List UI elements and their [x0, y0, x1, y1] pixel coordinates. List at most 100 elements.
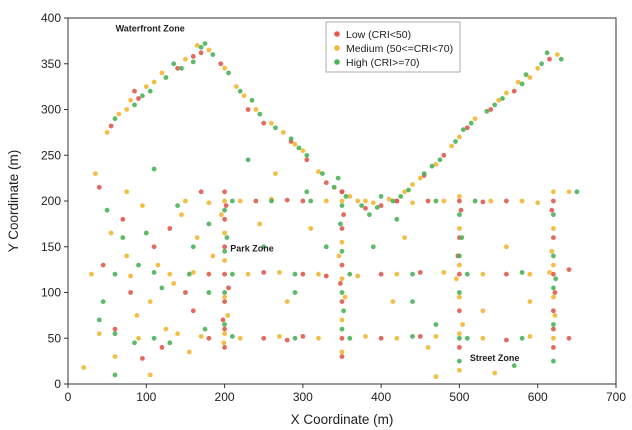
- data-point-low: [551, 271, 556, 277]
- data-point-medium: [222, 331, 228, 337]
- data-point-high: [359, 203, 364, 209]
- legend-marker-medium: [334, 45, 340, 51]
- data-point-high: [171, 61, 177, 67]
- data-point-medium: [551, 226, 556, 231]
- data-point-low: [220, 317, 226, 323]
- data-point-high: [341, 308, 346, 314]
- data-point-medium: [552, 313, 558, 318]
- data-point-medium: [316, 335, 321, 341]
- data-point-high: [519, 81, 525, 87]
- data-point-high: [398, 194, 404, 199]
- data-point-high: [472, 198, 478, 204]
- data-point-high: [202, 326, 208, 332]
- data-point-low: [100, 262, 106, 268]
- data-point-low: [378, 203, 384, 209]
- data-point-high: [511, 363, 517, 369]
- data-point-medium: [394, 271, 400, 277]
- data-point-high: [410, 271, 415, 277]
- data-point-high: [112, 372, 118, 378]
- series-low: [96, 50, 572, 361]
- data-point-low: [222, 189, 228, 195]
- data-point-high: [230, 198, 235, 204]
- data-point-medium: [551, 294, 556, 300]
- data-point-low: [223, 203, 229, 209]
- data-point-medium: [370, 200, 376, 206]
- data-point-medium: [128, 97, 134, 103]
- data-point-medium: [245, 271, 251, 277]
- data-point-high: [159, 285, 165, 291]
- data-point-low: [363, 205, 368, 211]
- data-point-low: [566, 267, 572, 272]
- data-point-low: [551, 308, 556, 314]
- data-point-high: [338, 221, 343, 227]
- data-point-medium: [147, 299, 153, 304]
- data-point-low: [300, 334, 306, 339]
- data-point-high: [551, 253, 556, 259]
- data-point-medium: [342, 294, 348, 300]
- data-point-low: [338, 281, 343, 286]
- data-point-low: [222, 299, 228, 304]
- data-point-medium: [222, 230, 228, 236]
- data-point-high: [367, 212, 372, 218]
- data-point-medium: [535, 200, 541, 206]
- zone-label: Park Zone: [230, 243, 274, 253]
- data-point-high: [378, 194, 384, 199]
- data-point-high: [132, 340, 137, 346]
- data-point-medium: [116, 111, 122, 117]
- data-point-low: [132, 88, 137, 94]
- data-point-low: [190, 308, 196, 314]
- data-point-medium: [277, 270, 282, 275]
- legend: Low (CRI<50) Medium (50<=CRI<70) High (C…: [325, 21, 461, 73]
- data-point-high: [308, 198, 314, 204]
- data-point-medium: [547, 270, 552, 275]
- data-point-medium: [457, 367, 462, 373]
- data-point-low: [457, 308, 462, 314]
- data-point-low: [504, 337, 509, 343]
- data-point-low: [245, 107, 251, 112]
- data-point-low: [504, 198, 509, 204]
- data-point-medium: [225, 313, 231, 318]
- y-axis-label: Y Coordinate (m): [6, 150, 21, 253]
- data-point-high: [551, 322, 556, 327]
- data-point-medium: [504, 244, 509, 250]
- x-axis: 0 100 200 300 400 500 600 700: [65, 384, 626, 404]
- data-point-medium: [280, 130, 286, 135]
- data-point-medium: [457, 262, 462, 268]
- data-point-high: [226, 70, 231, 76]
- data-point-medium: [151, 79, 157, 85]
- data-point-low: [549, 207, 555, 213]
- data-point-high: [457, 335, 462, 341]
- data-point-high: [519, 270, 525, 275]
- data-point-low: [120, 216, 126, 222]
- data-point-medium: [496, 97, 501, 103]
- data-point-high: [296, 145, 302, 151]
- data-point-high: [339, 248, 345, 254]
- data-point-medium: [355, 273, 361, 279]
- data-point-low: [190, 54, 196, 59]
- data-point-medium: [171, 281, 177, 286]
- data-point-medium: [241, 93, 247, 99]
- data-point-high: [539, 61, 544, 67]
- data-point-low: [417, 270, 423, 275]
- data-point-low: [304, 157, 310, 163]
- data-point-medium: [551, 189, 556, 195]
- data-point-medium: [124, 107, 130, 112]
- data-point-medium: [425, 345, 431, 350]
- data-point-high: [288, 136, 294, 142]
- data-point-low: [261, 120, 267, 126]
- data-point-low: [284, 197, 290, 203]
- data-point-medium: [210, 253, 216, 259]
- data-point-high: [433, 322, 439, 327]
- data-point-high: [347, 335, 353, 341]
- data-point-high: [457, 212, 462, 218]
- data-point-medium: [222, 198, 228, 204]
- data-point-medium: [292, 141, 298, 147]
- data-point-high: [390, 198, 396, 204]
- data-point-high: [249, 97, 255, 103]
- data-point-low: [183, 290, 188, 295]
- data-point-high: [433, 198, 439, 204]
- data-point-low: [151, 244, 157, 250]
- x-tick-label: 100: [136, 390, 156, 404]
- data-point-low: [339, 262, 345, 268]
- data-point-high: [151, 270, 157, 275]
